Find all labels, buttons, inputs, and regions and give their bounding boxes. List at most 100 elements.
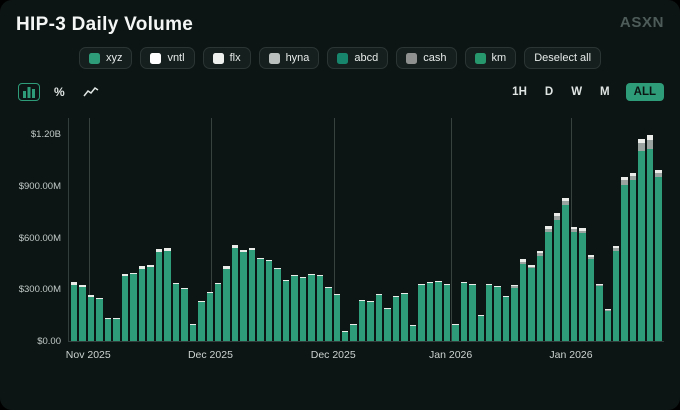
bar-64[interactable]	[613, 246, 620, 341]
legend-item-hyna[interactable]: hyna	[258, 47, 320, 69]
bar-41[interactable]	[418, 284, 425, 341]
timeframe-w-button[interactable]: W	[571, 86, 583, 98]
bar-33[interactable]	[350, 324, 357, 341]
bar-2[interactable]	[87, 295, 95, 341]
bar-19[interactable]	[231, 245, 239, 341]
legend-swatch-icon	[406, 52, 418, 64]
bar-40[interactable]	[409, 325, 417, 341]
timeframe-all-button[interactable]: ALL	[625, 83, 664, 101]
bar-9[interactable]	[147, 265, 154, 341]
bar-7[interactable]	[130, 273, 137, 341]
bar-12[interactable]	[172, 283, 180, 341]
bar-36[interactable]	[375, 294, 383, 341]
bar-48[interactable]	[477, 315, 484, 341]
bar-56[interactable]	[545, 226, 552, 341]
bar-15[interactable]	[198, 301, 205, 341]
bar-53[interactable]	[519, 259, 527, 341]
bar-59[interactable]	[570, 227, 578, 341]
bar-49[interactable]	[485, 284, 493, 341]
bar-57[interactable]	[553, 213, 561, 341]
bar-segment-white	[316, 275, 324, 276]
legend-item-abcd[interactable]: abcd	[327, 47, 389, 69]
bar-segment-main	[392, 297, 400, 341]
bar-segment-white	[443, 284, 451, 285]
legend-item-km[interactable]: km	[464, 47, 517, 69]
bar-63[interactable]	[604, 309, 611, 341]
bar-0[interactable]	[71, 282, 78, 341]
bar-segment-white	[358, 300, 366, 301]
bar-39[interactable]	[401, 293, 408, 341]
bar-23[interactable]	[265, 260, 273, 341]
bar-34[interactable]	[358, 300, 366, 341]
bar-11[interactable]	[164, 248, 171, 341]
bar-44[interactable]	[443, 284, 451, 341]
bar-62[interactable]	[596, 284, 603, 341]
bar-26[interactable]	[291, 275, 298, 341]
bar-27[interactable]	[299, 277, 307, 341]
bar-38[interactable]	[392, 296, 400, 341]
bar-43[interactable]	[435, 281, 442, 341]
bar-segment-main	[121, 276, 129, 341]
bar-24[interactable]	[274, 268, 281, 341]
bar-66[interactable]	[629, 173, 637, 341]
bar-55[interactable]	[536, 251, 544, 341]
bar-54[interactable]	[528, 265, 535, 341]
bar-16[interactable]	[206, 292, 213, 341]
bar-67[interactable]	[638, 139, 645, 341]
bar-3[interactable]	[96, 298, 103, 341]
bar-20[interactable]	[240, 250, 247, 341]
legend-item-xyz[interactable]: xyz	[78, 47, 133, 69]
percent-view-button[interactable]: %	[50, 82, 69, 102]
bar-60[interactable]	[579, 228, 586, 341]
legend-swatch-icon	[268, 52, 280, 64]
legend-item-vntl[interactable]: vntl	[140, 47, 195, 69]
bar-5[interactable]	[113, 318, 120, 341]
bar-35[interactable]	[367, 301, 374, 341]
bar-37[interactable]	[384, 308, 391, 341]
bar-segment-main	[638, 151, 645, 341]
bar-29[interactable]	[316, 275, 324, 341]
bar-6[interactable]	[121, 274, 129, 341]
bar-segment-main	[299, 278, 307, 341]
bar-51[interactable]	[502, 296, 510, 341]
bar-4[interactable]	[104, 318, 112, 341]
bar-segment-main	[409, 326, 417, 341]
bar-segment-main	[282, 281, 290, 341]
bar-segment-gray	[587, 257, 595, 259]
bar-32[interactable]	[342, 331, 349, 341]
bar-8[interactable]	[138, 266, 146, 341]
bar-58[interactable]	[562, 198, 569, 341]
bar-31[interactable]	[333, 294, 340, 341]
deselect-all-button[interactable]: Deselect all	[524, 47, 602, 69]
bar-segment-white	[655, 170, 662, 173]
bar-25[interactable]	[282, 280, 290, 341]
bar-61[interactable]	[587, 255, 595, 341]
bar-68[interactable]	[646, 135, 654, 341]
bar-view-button[interactable]	[18, 83, 40, 101]
legend-item-flx[interactable]: flx	[202, 47, 251, 69]
bar-69[interactable]	[655, 170, 662, 341]
bar-1[interactable]	[79, 285, 86, 341]
bar-22[interactable]	[257, 258, 264, 341]
bar-42[interactable]	[426, 282, 434, 341]
timeframe-m-button[interactable]: M	[600, 86, 610, 98]
bar-17[interactable]	[214, 283, 222, 341]
bar-45[interactable]	[452, 324, 459, 341]
bar-13[interactable]	[181, 288, 188, 341]
line-view-button[interactable]	[79, 83, 103, 101]
bar-10[interactable]	[155, 249, 163, 341]
timeframe-d-button[interactable]: D	[544, 86, 554, 98]
bar-18[interactable]	[223, 266, 230, 341]
bar-46[interactable]	[460, 282, 468, 341]
bar-21[interactable]	[248, 248, 256, 341]
bar-28[interactable]	[308, 274, 315, 341]
timeframe-1h-button[interactable]: 1H	[512, 86, 527, 98]
bar-65[interactable]	[621, 177, 628, 341]
bar-14[interactable]	[189, 324, 197, 341]
legend-item-cash[interactable]: cash	[396, 47, 457, 69]
bar-segment-white	[545, 226, 552, 229]
bar-52[interactable]	[511, 285, 518, 341]
bar-30[interactable]	[325, 287, 332, 341]
bar-47[interactable]	[469, 284, 476, 341]
bar-50[interactable]	[494, 286, 501, 341]
